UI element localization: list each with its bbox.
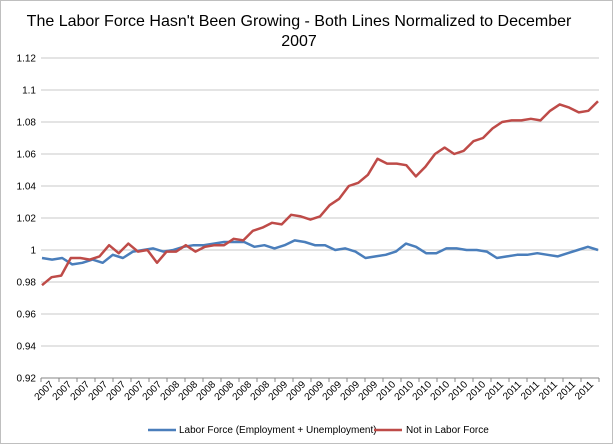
- series-line-labor-force: [41, 239, 599, 266]
- x-tick-label: 2008: [231, 379, 255, 403]
- x-tick-label: 2011: [483, 379, 506, 402]
- x-tick-label: 2011: [519, 379, 542, 402]
- x-tick-label: 2011: [555, 379, 578, 402]
- y-tick-label: 0.98: [17, 278, 37, 289]
- x-tick-label: 2010: [375, 379, 399, 403]
- chart-title-line-1: The Labor Force Hasn't Been Growing - Bo…: [27, 13, 572, 30]
- x-tick-label: 2008: [213, 379, 237, 403]
- gridlines: [41, 57, 599, 347]
- y-tick-label: 1.08: [17, 118, 37, 129]
- legend-label-not-in-labor-force: Not in Labor Force: [406, 425, 489, 436]
- x-axis: [40, 377, 600, 382]
- x-tick-label: 2008: [159, 379, 183, 403]
- legend: Labor Force (Employment + Unemployment) …: [148, 425, 489, 436]
- x-tick-label: 2009: [285, 379, 309, 403]
- y-tick-label: 1.06: [17, 150, 37, 161]
- x-tick-label: 2007: [51, 379, 75, 403]
- x-tick-label: 2009: [357, 379, 381, 403]
- legend-label-labor-force: Labor Force (Employment + Unemployment): [179, 425, 377, 436]
- x-tick-label: 2011: [501, 379, 524, 402]
- x-tick-label: 2008: [195, 379, 219, 403]
- y-tick-label: 0.96: [17, 310, 37, 321]
- x-tick-label: 2007: [123, 379, 147, 403]
- x-tick-label: 2010: [429, 379, 453, 403]
- x-tick-label: 2010: [411, 379, 435, 403]
- y-tick-label: 0.92: [17, 374, 37, 385]
- chart-title-line-2: 2007: [281, 33, 317, 50]
- x-tick-label: 2011: [573, 379, 596, 402]
- x-tick-label: 2007: [69, 379, 93, 403]
- x-tick-label: 2009: [267, 379, 291, 403]
- x-tick-label: 2008: [177, 379, 201, 403]
- x-tick-label: 2009: [321, 379, 345, 403]
- y-axis-ticks: 0.92 0.94 0.96 0.98 1 1.02 1.04 1.06 1.08 1.1 1.12: [17, 54, 37, 385]
- y-tick-label: 1.12: [17, 54, 37, 65]
- y-tick-label: 1.04: [17, 182, 37, 193]
- x-tick-label: 2008: [249, 379, 273, 403]
- x-tick-label: 2007: [105, 379, 129, 403]
- x-tick-label: 2009: [303, 379, 327, 403]
- y-tick-label: 1: [30, 246, 36, 257]
- y-tick-label: 1.02: [17, 214, 37, 225]
- series-line-not-in-labor-force: [41, 100, 599, 287]
- x-axis-ticks: 2007200720072007200720072007200820082008…: [33, 379, 597, 403]
- x-tick-label: 2010: [447, 379, 471, 403]
- x-tick-label: 2009: [339, 379, 363, 403]
- y-tick-label: 1.1: [22, 86, 36, 97]
- series-lines: [41, 100, 599, 287]
- x-tick-label: 2010: [465, 379, 489, 403]
- x-tick-label: 2010: [393, 379, 417, 403]
- y-tick-label: 0.94: [17, 342, 37, 353]
- x-tick-label: 2007: [33, 379, 57, 403]
- x-tick-label: 2007: [87, 379, 111, 403]
- x-tick-label: 2011: [537, 379, 560, 402]
- x-tick-label: 2007: [141, 379, 165, 403]
